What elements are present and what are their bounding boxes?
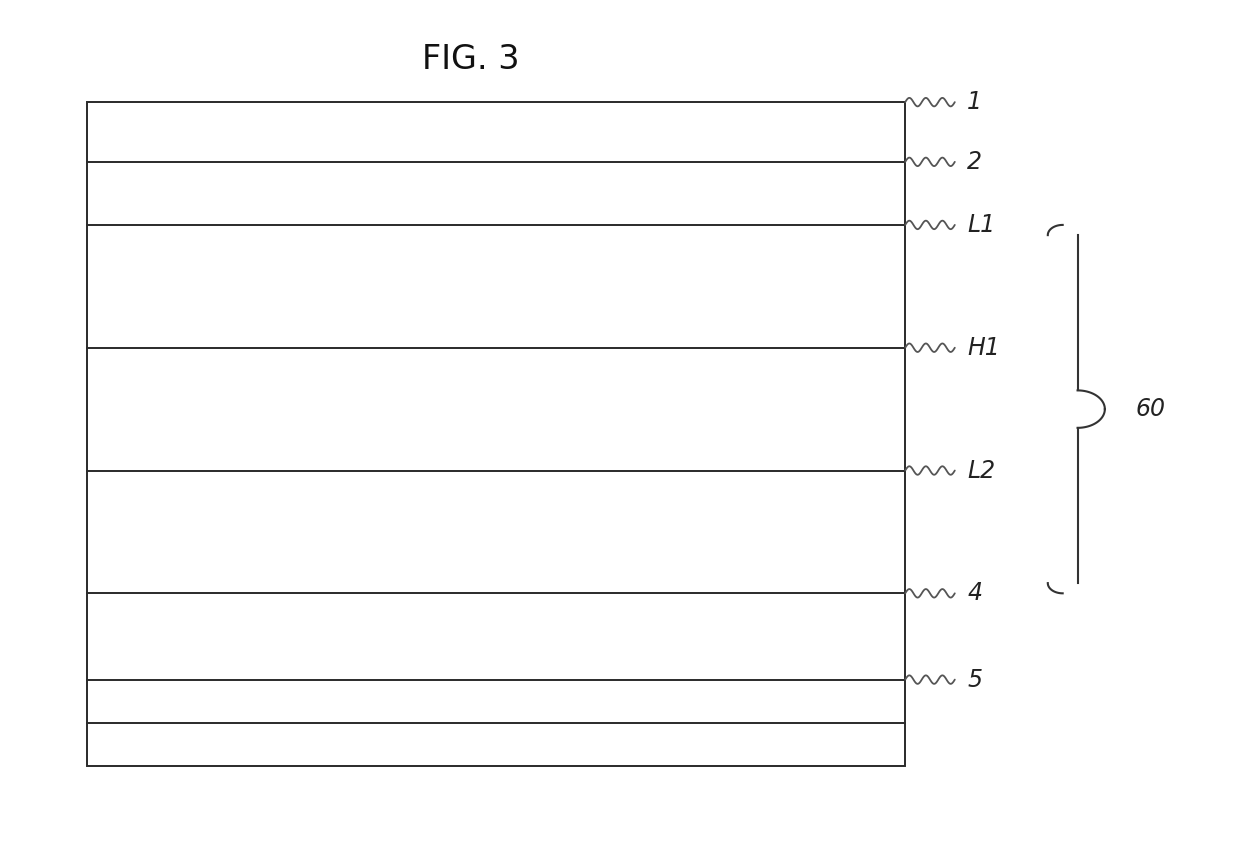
Text: 5: 5: [967, 667, 982, 692]
Bar: [87, 102, 905, 766]
Text: L2: L2: [967, 459, 996, 483]
Text: H1: H1: [967, 335, 999, 360]
Text: 1: 1: [967, 90, 982, 114]
Text: 2: 2: [967, 150, 982, 174]
Text: FIG. 3: FIG. 3: [423, 43, 520, 76]
Text: 4: 4: [967, 581, 982, 605]
Text: L1: L1: [967, 213, 996, 237]
Text: 60: 60: [1136, 397, 1166, 421]
